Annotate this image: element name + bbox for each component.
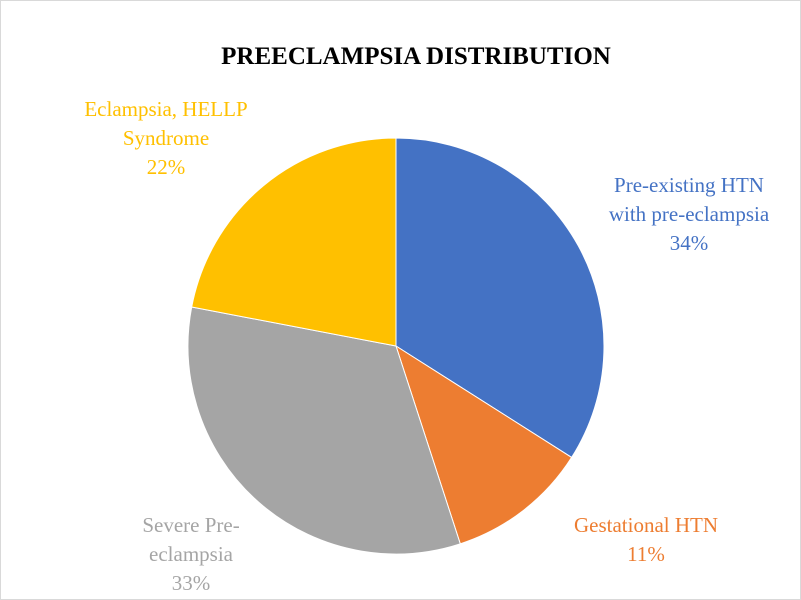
pie-slice <box>191 137 397 347</box>
category-label: Pre-existing HTN with pre-eclampsia <box>608 173 770 226</box>
category-label: Eclampsia, HELLP Syndrome <box>84 97 248 150</box>
slice-label: Severe Pre-eclampsia 33% <box>121 511 261 598</box>
slice-label: Eclampsia, HELLP Syndrome 22% <box>56 95 276 182</box>
percent-label: 22% <box>146 155 186 179</box>
percent-label: 34% <box>669 231 709 255</box>
category-label: Severe Pre-eclampsia <box>142 513 240 566</box>
percent-label: 11% <box>627 542 665 566</box>
chart-title: PREECLAMPSIA DISTRIBUTION <box>221 43 611 70</box>
pie-slice <box>187 306 461 555</box>
pie-slice <box>395 344 573 545</box>
slice-label: Pre-existing HTN with pre-eclampsia 34% <box>594 171 784 258</box>
pie-slice <box>395 137 605 459</box>
slice-label: Gestational HTN 11% <box>536 511 756 569</box>
category-label: Gestational HTN <box>573 513 719 537</box>
percent-label: 33% <box>171 571 211 595</box>
